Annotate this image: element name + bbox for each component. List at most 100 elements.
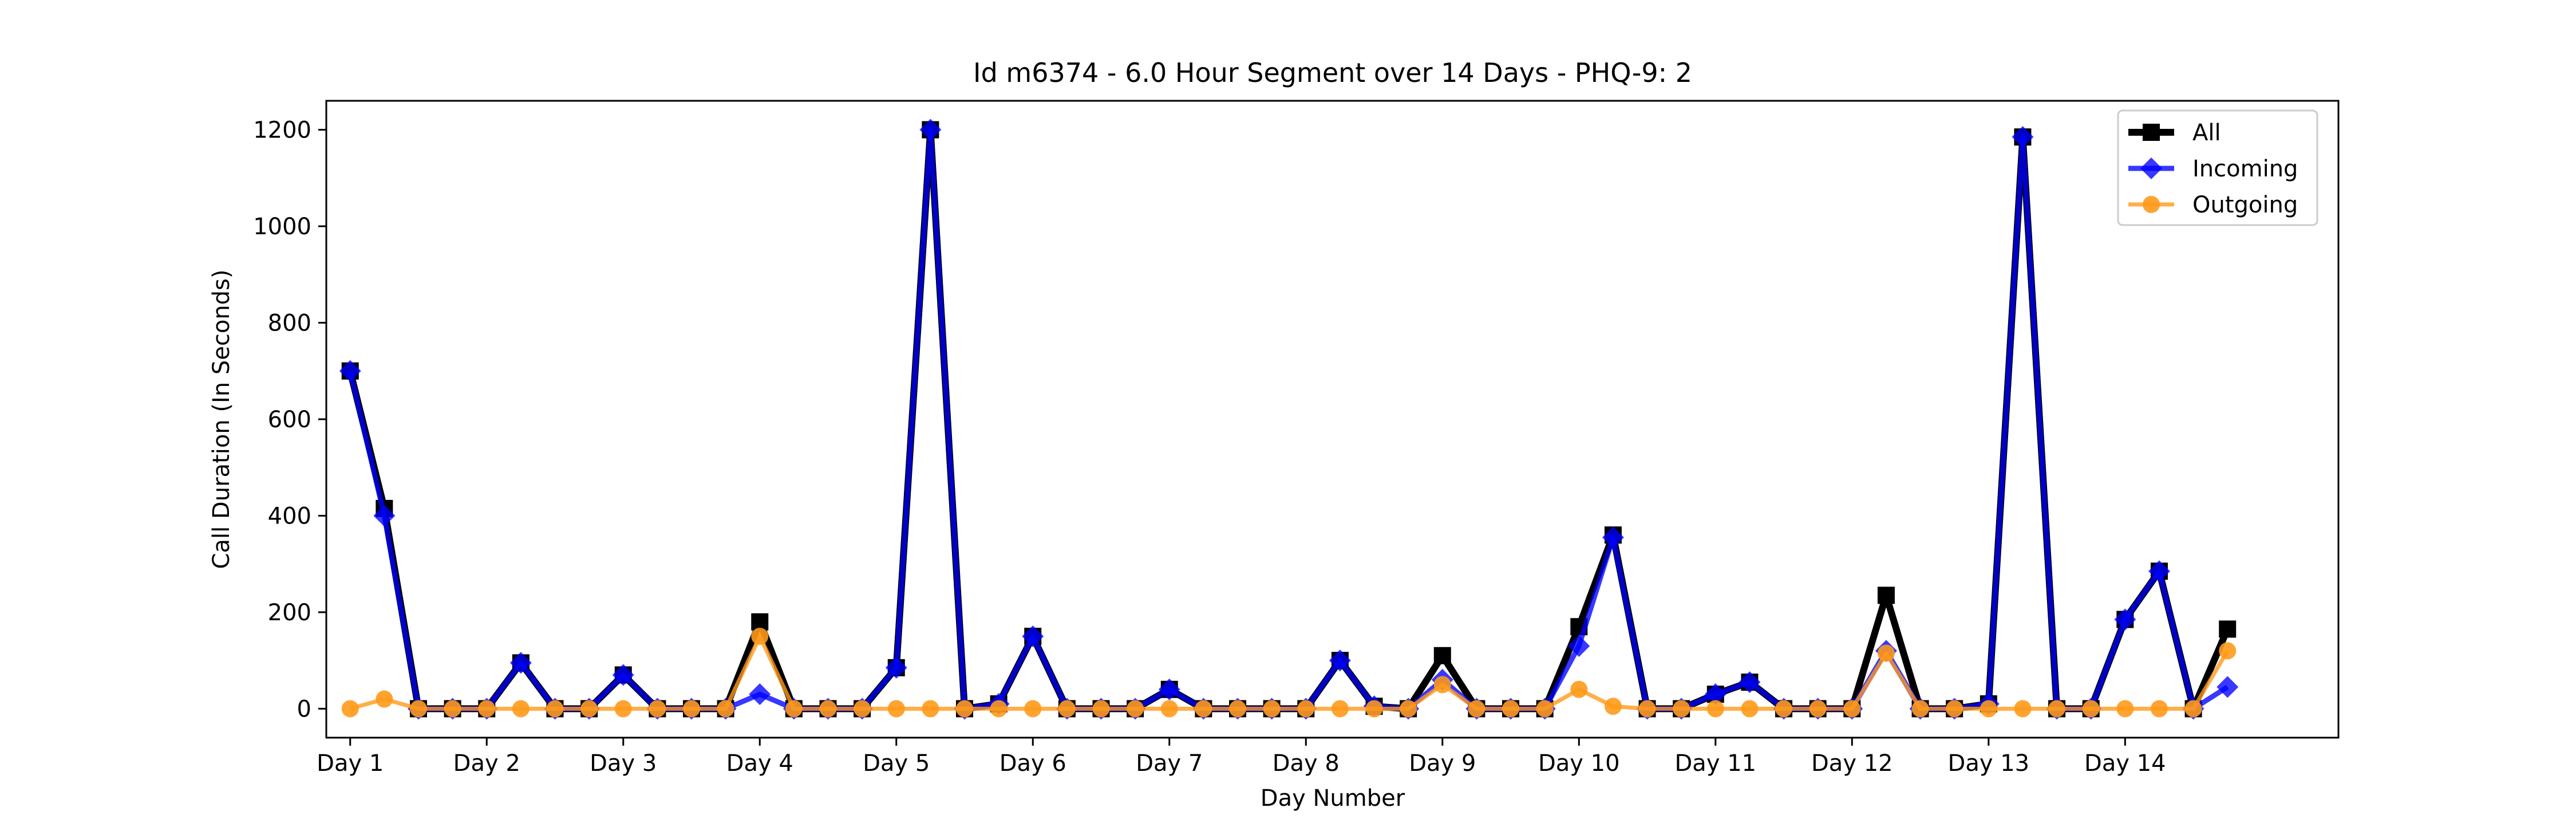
- data-point-incoming: [2114, 608, 2136, 631]
- y-tick-label: 1000: [253, 214, 311, 240]
- legend-box: [2117, 109, 2318, 226]
- data-point-incoming: [2217, 676, 2239, 698]
- legend-marker: [2140, 157, 2162, 179]
- legend-label: All: [2192, 120, 2221, 146]
- data-point-outgoing: [478, 700, 496, 718]
- data-point-outgoing: [1809, 700, 1827, 718]
- data-point-outgoing: [1673, 700, 1690, 718]
- data-point-outgoing: [1024, 700, 1042, 718]
- data-point-outgoing: [1843, 700, 1861, 718]
- x-tick-label: Day 13: [1948, 750, 2030, 777]
- data-point-outgoing: [2219, 642, 2237, 660]
- data-point-all: [2219, 620, 2237, 638]
- y-tick-label: 800: [268, 310, 311, 337]
- data-point-incoming: [1704, 683, 1726, 706]
- x-tick-label: Day 10: [1538, 750, 1620, 777]
- x-tick-label: Day 4: [726, 750, 793, 777]
- data-point-outgoing: [1229, 700, 1247, 718]
- data-point-outgoing: [751, 628, 769, 645]
- data-point-incoming: [2012, 126, 2034, 148]
- legend-label: Incoming: [2192, 156, 2298, 182]
- data-point-outgoing: [614, 700, 632, 718]
- x-tick-label: Day 2: [453, 750, 520, 777]
- data-point-outgoing: [990, 700, 1008, 718]
- legend-marker: [2143, 196, 2160, 213]
- data-point-incoming: [919, 119, 942, 141]
- data-point-outgoing: [1092, 700, 1110, 718]
- data-point-outgoing: [717, 700, 734, 718]
- x-tick-label: Day 3: [590, 750, 657, 777]
- data-point-incoming: [1602, 526, 1624, 549]
- data-point-outgoing: [1468, 700, 1485, 718]
- x-tick-label: Day 14: [2084, 750, 2166, 777]
- data-point-outgoing: [1127, 700, 1144, 718]
- y-tick-label: 400: [268, 503, 311, 529]
- y-tick-label: 200: [268, 600, 311, 626]
- data-point-outgoing: [444, 700, 461, 718]
- series-layer: [339, 119, 2239, 720]
- data-point-outgoing: [1604, 698, 1622, 715]
- data-point-outgoing: [785, 700, 803, 718]
- x-axis: Day 1 Day 2 Day 3 Day 4 Day 5 Day 6 Day 7 Day 8…: [317, 738, 2166, 777]
- data-point-all: [751, 613, 769, 631]
- x-tick-label: Day 11: [1675, 750, 1757, 777]
- data-point-incoming: [373, 505, 396, 527]
- data-point-outgoing: [1433, 676, 1451, 694]
- x-tick-label: Day 12: [1811, 750, 1893, 777]
- data-point-outgoing: [1741, 700, 1759, 718]
- data-point-outgoing: [1195, 700, 1212, 718]
- data-point-incoming: [509, 652, 532, 674]
- data-point-outgoing: [1365, 700, 1383, 718]
- data-point-outgoing: [580, 700, 598, 718]
- x-tick-label: Day 9: [1409, 750, 1476, 777]
- data-point-outgoing: [409, 700, 427, 718]
- y-axis: 0 200 400 600 800 1000 1200: [253, 117, 326, 722]
- data-point-outgoing: [1706, 700, 1724, 718]
- data-point-outgoing: [1160, 700, 1178, 718]
- data-point-outgoing: [2150, 700, 2168, 718]
- legend-label: Outgoing: [2192, 192, 2298, 218]
- x-tick-label: Day 8: [1273, 750, 1340, 777]
- x-tick-label: Day 6: [999, 750, 1066, 777]
- data-point-incoming: [1568, 635, 1590, 657]
- data-point-outgoing: [1946, 700, 1963, 718]
- data-point-outgoing: [1502, 700, 1520, 718]
- series-outgoing: [341, 628, 2237, 718]
- x-tick-label: Day 5: [863, 750, 930, 777]
- data-point-all: [1877, 586, 1895, 604]
- data-point-incoming: [339, 360, 361, 382]
- data-point-outgoing: [1911, 700, 1929, 718]
- data-point-outgoing: [1638, 700, 1656, 718]
- data-point-incoming: [885, 656, 907, 679]
- chart-title: Id m6374 - 6.0 Hour Segment over 14 Days…: [973, 57, 1692, 88]
- data-point-outgoing: [1297, 700, 1315, 718]
- data-point-outgoing: [819, 700, 837, 718]
- data-point-outgoing: [512, 700, 530, 718]
- data-point-outgoing: [2014, 700, 2032, 718]
- legend-item-all: All: [2128, 120, 2221, 146]
- data-point-outgoing: [1980, 700, 1997, 718]
- y-tick-label: 0: [297, 696, 311, 722]
- y-axis-label: Call Duration (In Seconds): [208, 270, 235, 569]
- data-point-outgoing: [1570, 680, 1588, 698]
- data-point-incoming: [1158, 678, 1180, 700]
- data-point-incoming: [749, 683, 771, 706]
- data-point-outgoing: [1331, 700, 1349, 718]
- data-point-outgoing: [956, 700, 974, 718]
- legend: All Incoming Outgoing: [2117, 109, 2318, 226]
- data-point-outgoing: [1775, 700, 1793, 718]
- data-point-outgoing: [1536, 700, 1554, 718]
- data-point-outgoing: [1263, 700, 1281, 718]
- data-point-outgoing: [854, 700, 871, 718]
- data-point-outgoing: [376, 690, 393, 708]
- x-tick-label: Day 1: [317, 750, 384, 777]
- data-point-all: [1433, 647, 1451, 664]
- legend-item-outgoing: Outgoing: [2128, 192, 2298, 218]
- data-point-incoming: [1329, 649, 1351, 672]
- data-point-outgoing: [1058, 700, 1076, 718]
- data-point-outgoing: [2048, 700, 2066, 718]
- legend-item-incoming: Incoming: [2128, 156, 2298, 182]
- data-point-outgoing: [2082, 700, 2100, 718]
